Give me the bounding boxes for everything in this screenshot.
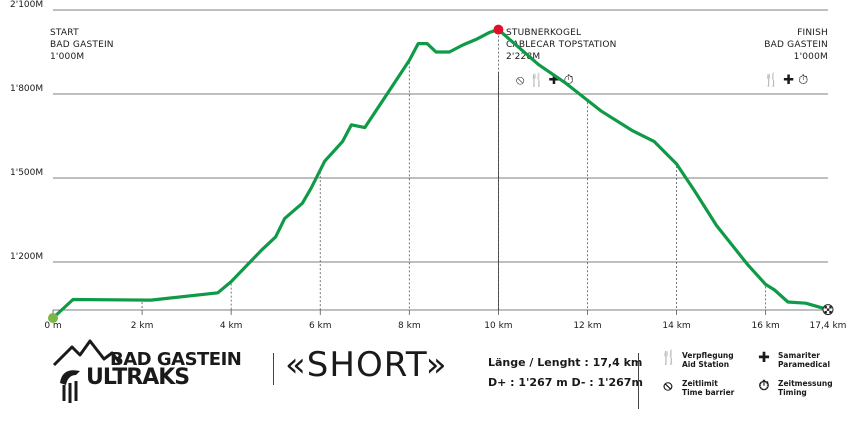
footer-divider bbox=[273, 353, 274, 385]
y-tick-label: 2'100M bbox=[10, 0, 43, 10]
x-tick-label: 0 m bbox=[44, 321, 61, 331]
y-tick-label: 1'200M bbox=[10, 252, 43, 262]
x-tick-label: 12 km bbox=[573, 321, 601, 331]
waypoint-mid-elevation: 2'228M bbox=[506, 52, 541, 62]
time-barrier-icon: ⦸ bbox=[663, 378, 673, 394]
timing-icon: ⏱ bbox=[798, 73, 809, 88]
x-tick-label: 10 km bbox=[484, 321, 512, 331]
race-name: «SHORT» bbox=[285, 345, 448, 385]
footer-divider-2 bbox=[638, 353, 639, 409]
waypoint-start: START BAD GASTEIN 1'000M bbox=[50, 27, 114, 63]
finish-flag-icon bbox=[822, 304, 834, 316]
x-tick-label: 14 km bbox=[662, 321, 690, 331]
x-tick-label: 4 km bbox=[220, 321, 243, 331]
legend-para-de: Samariter bbox=[778, 351, 820, 360]
legend-paramedical: ✚ Samariter Paramedical bbox=[756, 351, 830, 369]
timing-icon: ⏱ bbox=[563, 73, 574, 88]
waypoint-stubnerkogel: STUBNERKOGEL CABLECAR TOPSTATION 2'228M bbox=[506, 27, 617, 63]
waypoint-finish-place: BAD GASTEIN bbox=[764, 40, 828, 50]
waypoint-mid-label: STUBNERKOGEL bbox=[506, 28, 582, 38]
legend: 🍴 Verpflegung Aid Station ✚ Samariter Para… bbox=[660, 351, 850, 411]
legend-para-en: Paramedical bbox=[778, 360, 831, 369]
aid-station-icon: 🍴 bbox=[660, 350, 678, 366]
waypoint-finish-elevation: 1'000M bbox=[793, 52, 828, 62]
peak-marker bbox=[493, 24, 504, 35]
paramedical-icon: ✚ bbox=[758, 350, 770, 366]
waypoint-finish: FINISH BAD GASTEIN 1'000M bbox=[764, 27, 828, 63]
legend-aid-en: Aid Station bbox=[682, 360, 730, 369]
km-droplines bbox=[52, 31, 829, 315]
y-tick-label: 1'500M bbox=[10, 168, 43, 178]
timing-icon: ⏱ bbox=[758, 378, 770, 394]
race-stats: Länge / Lenght : 17,4 km D+ : 1'267 m D-… bbox=[488, 353, 643, 393]
y-tick-label: 1'800M bbox=[10, 84, 43, 94]
brand-logo: BAD GASTEIN ULTRAKS bbox=[52, 337, 267, 417]
time-barrier-icon: ⦸ bbox=[516, 73, 525, 88]
legend-time-barrier: ⦸ Zeitlimit Time barrier bbox=[660, 379, 734, 397]
aid-station-icon: 🍴 bbox=[528, 73, 545, 88]
legend-timing-de: Zeitmessung bbox=[778, 379, 833, 388]
race-length: Länge / Lenght : 17,4 km bbox=[488, 356, 643, 369]
markers bbox=[48, 24, 834, 323]
mid-station-icons: ⦸ 🍴 ✚ ⏱ bbox=[516, 73, 574, 88]
x-tick-label: 16 km bbox=[751, 321, 779, 331]
start-marker bbox=[48, 313, 58, 323]
waypoint-start-label: START bbox=[50, 28, 79, 38]
x-tick-label: 6 km bbox=[309, 321, 332, 331]
waypoint-mid-place: CABLECAR TOPSTATION bbox=[506, 40, 617, 50]
footer: BAD GASTEIN ULTRAKS «SHORT» Länge / Leng… bbox=[0, 335, 858, 430]
paramedical-icon: ✚ bbox=[548, 73, 560, 88]
legend-barrier-de: Zeitlimit bbox=[682, 379, 718, 388]
legend-aid-de: Verpflegung bbox=[682, 351, 734, 360]
x-axis-labels: 0 m 2 km 4 km 6 km 8 km 10 km 12 km 14 km 16 km 1… bbox=[44, 321, 846, 331]
elevation-line bbox=[51, 28, 830, 320]
legend-barrier-en: Time barrier bbox=[682, 388, 735, 397]
gridlines bbox=[53, 9, 828, 311]
x-tick-label: 8 km bbox=[398, 321, 421, 331]
brand-bottom-text: ULTRAKS bbox=[86, 365, 190, 390]
waypoint-start-elevation: 1'000M bbox=[50, 52, 85, 62]
waypoint-finish-label: FINISH bbox=[797, 28, 828, 38]
finish-station-icons: 🍴 ✚ ⏱ bbox=[763, 73, 808, 88]
waypoint-start-place: BAD GASTEIN bbox=[50, 40, 114, 50]
paramedical-icon: ✚ bbox=[783, 73, 795, 88]
legend-aid-station: 🍴 Verpflegung Aid Station bbox=[660, 351, 734, 369]
x-tick-label: 17,4 km bbox=[810, 321, 847, 331]
aid-station-icon: 🍴 bbox=[763, 73, 780, 88]
brand-top-text: BAD GASTEIN bbox=[110, 349, 242, 370]
race-elevation-gain: D+ : 1'267 m D- : 1'267m bbox=[488, 376, 643, 389]
legend-timing: ⏱ Zeitmessung Timing bbox=[756, 379, 833, 397]
mountain-logo-icon bbox=[52, 339, 122, 403]
x-tick-label: 2 km bbox=[131, 321, 154, 331]
legend-timing-en: Timing bbox=[778, 388, 807, 397]
